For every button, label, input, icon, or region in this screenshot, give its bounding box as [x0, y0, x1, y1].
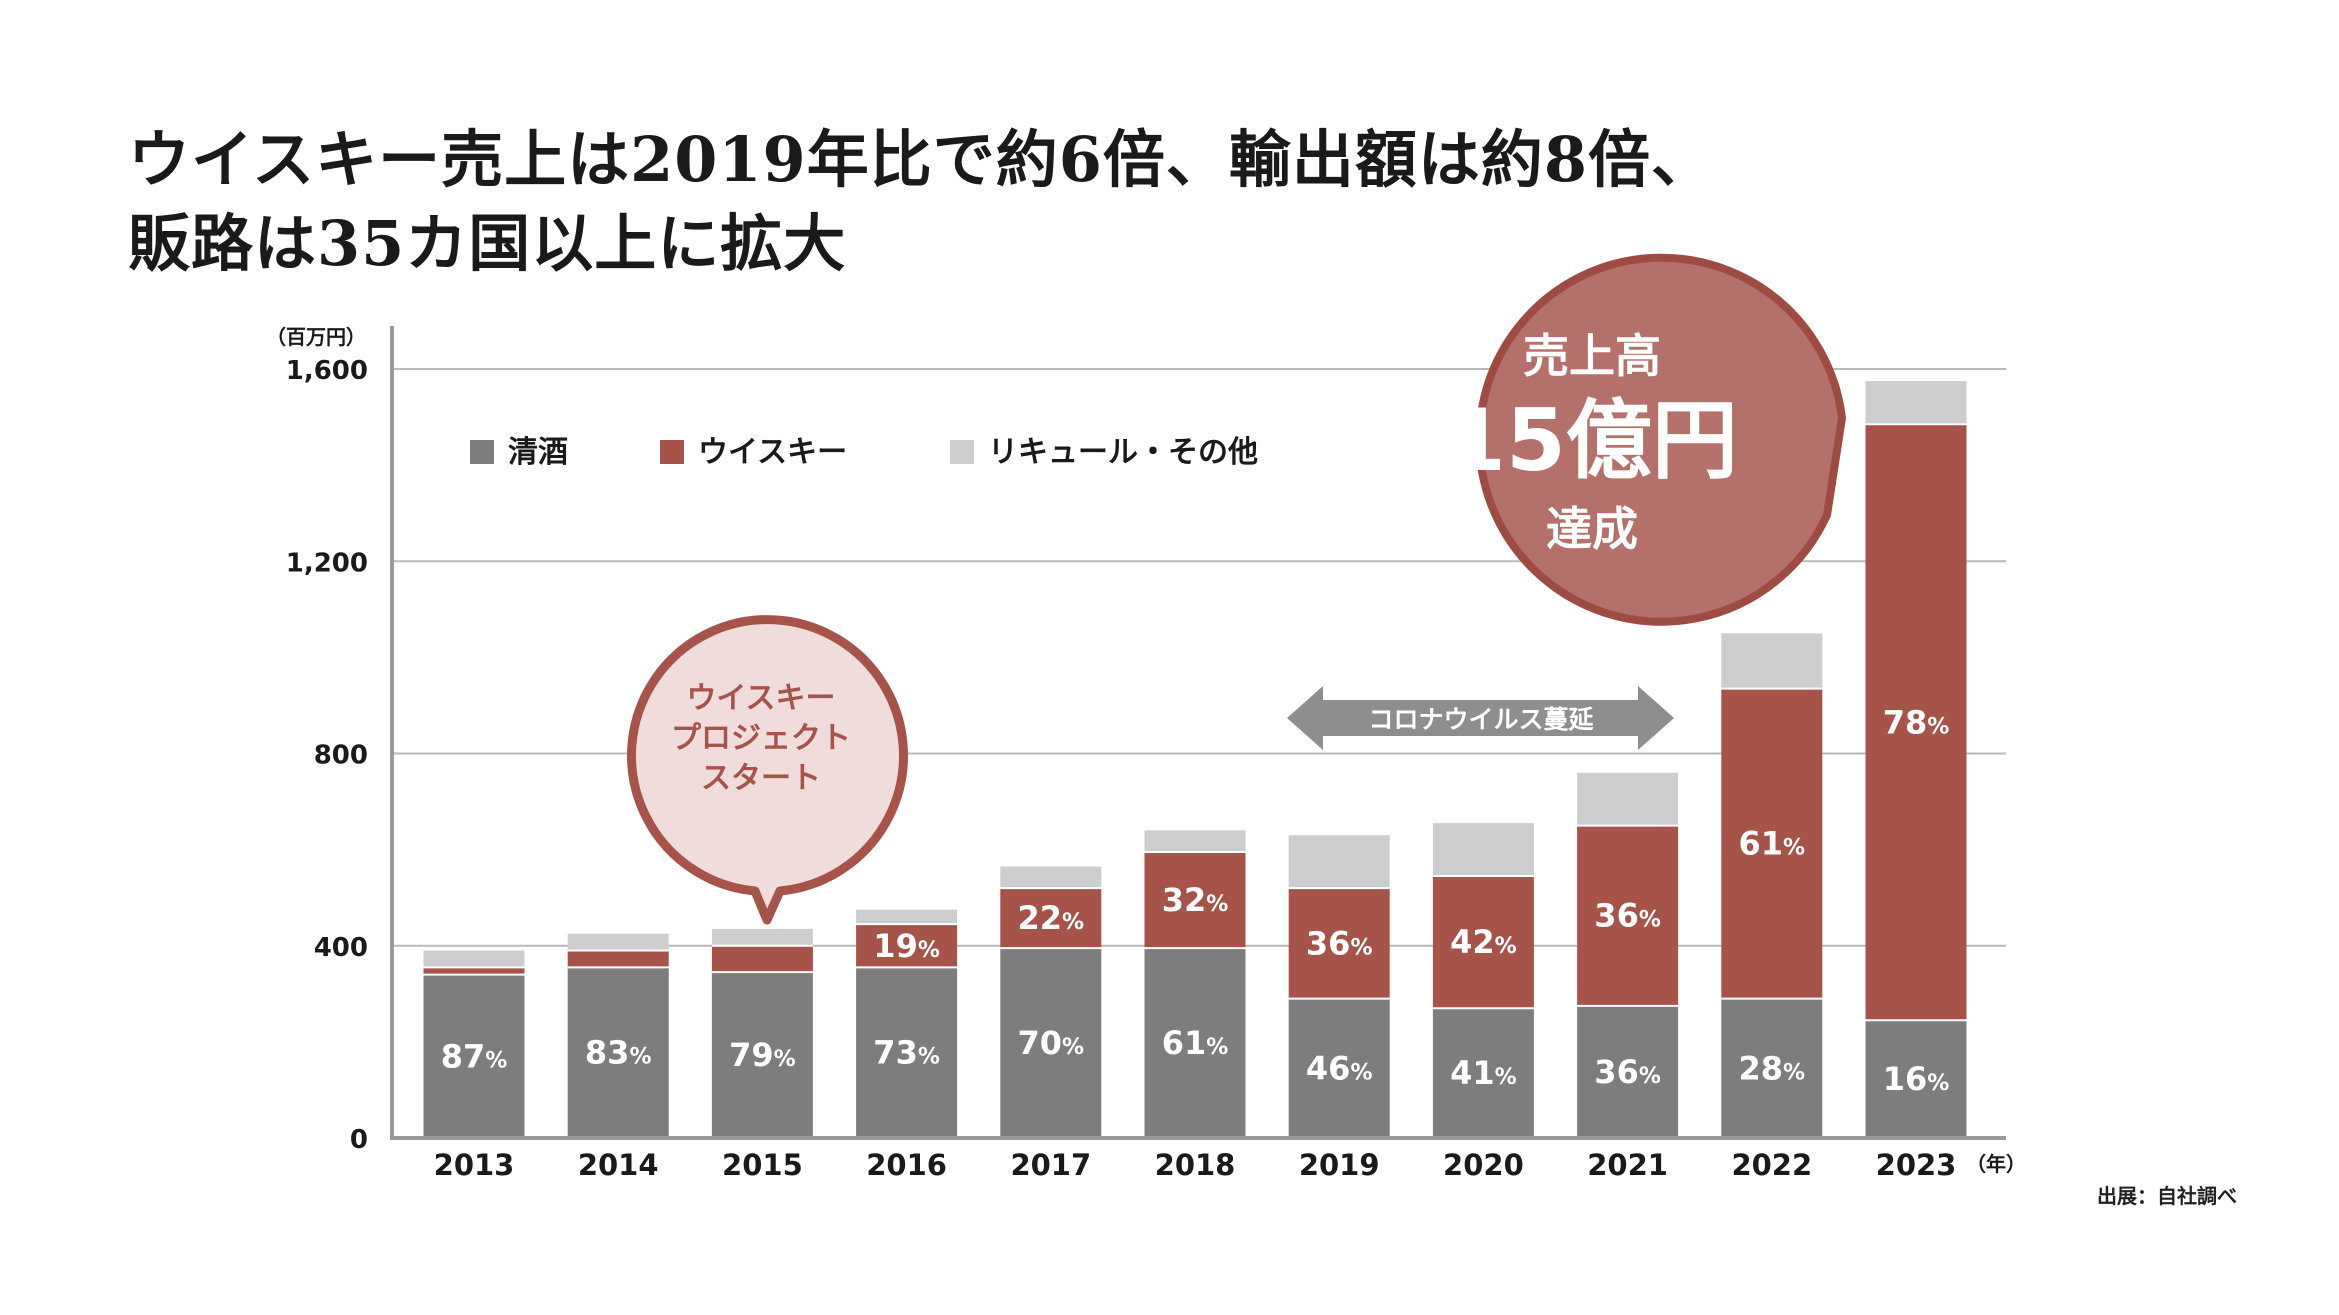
bar-segment-whisky — [1144, 852, 1246, 949]
data-label: 70% — [1018, 1024, 1085, 1062]
x-tick-label: 2018 — [1155, 1148, 1236, 1182]
data-label: 78% — [1883, 703, 1950, 741]
y-tick-label: 1,200 — [286, 548, 368, 578]
bar-segment-whisky — [1865, 424, 1967, 1021]
data-label: 73% — [873, 1034, 940, 1072]
x-tick-label: 2014 — [578, 1148, 659, 1182]
bar-segment-other — [423, 950, 525, 968]
chart-title: ウイスキー売上は2019年比で約6倍、輸出額は約8倍、 販路は35カ国以上に拡大 — [128, 118, 1928, 286]
bar-segment-sake — [423, 974, 525, 1138]
bar-segment-whisky — [1000, 888, 1102, 949]
bar-segment-whisky — [1721, 688, 1823, 999]
x-tick-label: 2023 — [1876, 1148, 1957, 1182]
bar-segment-whisky — [711, 945, 813, 973]
data-label: 36% — [1594, 897, 1661, 935]
bar-segment-whisky — [1432, 876, 1534, 1009]
bar-segment-other — [1865, 381, 1967, 425]
axes: 0 400 800 1,200 1,600 （百万円） 2013 2014 2015 2016 20… — [266, 325, 2026, 1182]
source-note: 出展：自社調べ — [2097, 1184, 2237, 1208]
bar-segment-whisky — [423, 967, 525, 975]
y-tick-label: 400 — [314, 933, 368, 963]
bar-segment-sake — [1288, 998, 1390, 1138]
legend-label: 清酒 — [508, 435, 568, 470]
arrow-label: コロナウイルス蔓延 — [1368, 705, 1594, 734]
data-label: 22% — [1018, 899, 1085, 937]
bar-segment-whisky — [1288, 888, 1390, 999]
callout-small-text: スタート — [701, 761, 821, 796]
bar-segment-other — [1288, 835, 1390, 889]
x-tick-label: 2016 — [866, 1148, 947, 1182]
x-tick-label: 2019 — [1299, 1148, 1380, 1182]
bar-segment-sake — [1721, 998, 1823, 1138]
legend-swatch — [950, 440, 974, 464]
callout-big-line2: 15億円 — [1446, 391, 1738, 491]
bar-segment-sake — [567, 967, 669, 1138]
y-tick-label: 0 — [350, 1125, 368, 1155]
bar-segment-other — [856, 909, 958, 925]
data-label: 61% — [1739, 825, 1806, 863]
data-label: 36% — [1594, 1053, 1661, 1091]
callout-small-text: プロジェクト — [671, 721, 851, 756]
bar-segment-other — [711, 928, 813, 946]
data-label: 32% — [1162, 881, 1229, 919]
data-label: 46% — [1306, 1049, 1373, 1087]
bars: 87% 83% 79% 73% 19% 70% 22% 61% 32% 46% 36% 41% 42% 3… — [423, 381, 1967, 1138]
bar-segment-sake — [1577, 1005, 1679, 1138]
x-tick-label: 2017 — [1010, 1148, 1091, 1182]
x-tick-label: 2022 — [1731, 1148, 1812, 1182]
bar-segment-sake — [1144, 948, 1246, 1138]
data-label: 87% — [441, 1037, 508, 1075]
legend: 清酒 ウイスキー リキュール・その他 — [470, 435, 1258, 470]
y-unit-label: （百万円） — [266, 325, 366, 349]
bar-segment-whisky — [567, 950, 669, 968]
bar-segment-other — [1721, 633, 1823, 689]
bar-segment-other — [1432, 823, 1534, 877]
x-tick-label: 2015 — [722, 1148, 803, 1182]
x-tick-label: 2013 — [434, 1148, 515, 1182]
x-tick-label: 2020 — [1443, 1148, 1524, 1182]
bar-segment-sake — [1432, 1008, 1534, 1138]
bar-segment-other — [1000, 866, 1102, 889]
double-arrow-shape — [1287, 686, 1674, 750]
title-line-2: 販路は35カ国以上に拡大 — [128, 207, 847, 280]
legend-swatch — [470, 440, 494, 464]
callout-bubble-big — [1475, 253, 1846, 626]
callout-small-text: ウイスキー — [686, 681, 835, 716]
bar-segment-sake — [1000, 948, 1102, 1138]
data-label: 61% — [1162, 1024, 1229, 1062]
callout-big-line1: 売上高 — [1523, 329, 1661, 383]
x-unit-label: （年） — [1966, 1152, 2026, 1176]
callout-bubble-small — [627, 615, 908, 925]
bar-segment-other — [1144, 830, 1246, 853]
data-label: 19% — [873, 927, 940, 965]
bar-segment-sake — [1865, 1020, 1967, 1138]
callout-big-line3: 達成 — [1546, 502, 1638, 556]
data-label: 79% — [729, 1036, 796, 1074]
bar-segment-other — [567, 933, 669, 951]
data-label: 16% — [1883, 1060, 1950, 1098]
bar-segment-whisky — [1577, 825, 1679, 1006]
legend-swatch — [660, 440, 684, 464]
data-label: 83% — [585, 1034, 652, 1072]
bar-segment-other — [1577, 772, 1679, 826]
data-label: 28% — [1739, 1049, 1806, 1087]
legend-label: リキュール・その他 — [988, 435, 1258, 470]
data-label: 36% — [1306, 924, 1373, 962]
legend-label: ウイスキー — [698, 435, 847, 470]
x-tick-label: 2021 — [1587, 1148, 1668, 1182]
bar-segment-whisky — [856, 924, 958, 968]
bar-segment-sake — [711, 972, 813, 1138]
data-label: 41% — [1450, 1054, 1517, 1092]
y-tick-label: 1,600 — [286, 356, 368, 386]
data-label: 42% — [1450, 923, 1517, 961]
y-tick-label: 800 — [314, 741, 368, 771]
bar-segment-sake — [856, 967, 958, 1138]
title-line-1: ウイスキー売上は2019年比で約6倍、輸出額は約8倍、 — [128, 123, 1714, 196]
